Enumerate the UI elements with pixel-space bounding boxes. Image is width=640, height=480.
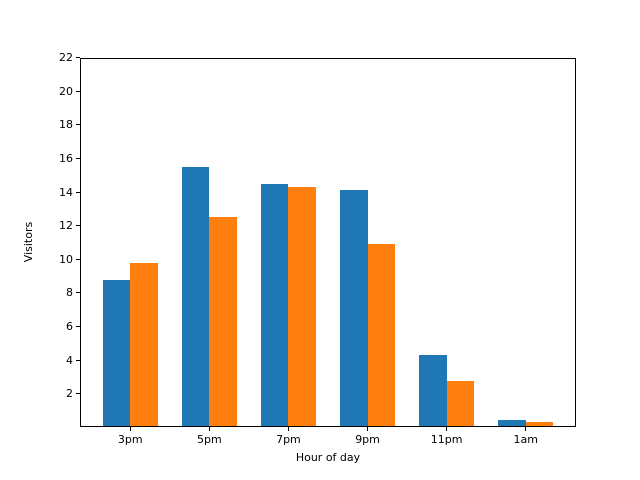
bar-blue-11pm	[418, 354, 447, 428]
y-tick-label: 14	[59, 185, 73, 199]
y-tick-mark	[76, 90, 80, 92]
y-tick-mark	[76, 124, 80, 126]
y-tick-label: 10	[59, 252, 73, 266]
x-tick-mark	[525, 427, 527, 432]
bar-blue-7pm	[260, 183, 289, 428]
bar-orange-7pm	[288, 186, 317, 428]
x-tick-mark	[367, 427, 369, 432]
x-tick-mark	[446, 427, 448, 432]
y-tick-mark	[76, 191, 80, 193]
x-tick-label: 7pm	[276, 433, 301, 447]
x-tick-label: 3pm	[117, 433, 143, 447]
y-tick-mark	[76, 57, 80, 59]
y-tick-mark	[76, 225, 80, 227]
y-tick-mark	[76, 393, 80, 395]
x-tick-label: 5pm	[196, 433, 222, 447]
bar-orange-9pm	[367, 244, 396, 428]
y-tick-label: 4	[66, 353, 73, 367]
bar-orange-1am	[525, 422, 554, 428]
y-tick-mark	[76, 292, 80, 294]
bar-blue-9pm	[339, 190, 368, 428]
x-tick-label: 9pm	[355, 433, 380, 447]
x-axis-label: Hour of day	[295, 451, 361, 464]
x-tick-label: 11pm	[430, 433, 463, 447]
bar-orange-11pm	[446, 381, 475, 428]
y-tick-label: 18	[59, 118, 73, 132]
bar-blue-3pm	[102, 280, 131, 428]
x-tick-label: 1am	[513, 433, 538, 447]
y-tick-mark	[76, 325, 80, 327]
bar-blue-5pm	[181, 166, 210, 428]
y-tick-label: 2	[66, 387, 73, 401]
y-tick-mark	[76, 359, 80, 361]
x-tick-mark	[208, 427, 210, 432]
x-tick-mark	[287, 427, 289, 432]
bar-orange-3pm	[130, 262, 158, 428]
y-tick-mark	[76, 258, 80, 260]
y-tick-label: 20	[59, 84, 73, 98]
y-tick-label: 6	[66, 319, 73, 333]
x-tick-mark	[129, 427, 131, 432]
y-tick-mark	[76, 157, 80, 159]
bar-blue-1am	[498, 420, 526, 428]
y-tick-label: 8	[66, 286, 73, 300]
y-tick-label: 12	[59, 219, 73, 233]
y-tick-label: 16	[59, 151, 73, 165]
y-tick-label: 22	[59, 51, 73, 65]
bar-orange-5pm	[209, 217, 237, 428]
